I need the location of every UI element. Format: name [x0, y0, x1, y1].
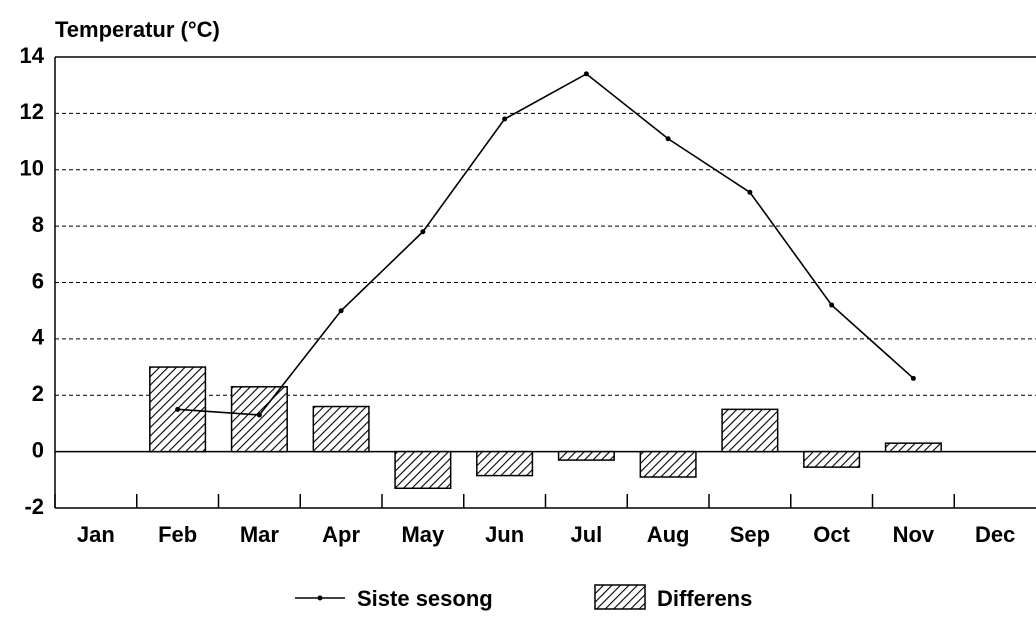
line-point: [665, 136, 671, 142]
y-tick-label: 10: [20, 156, 44, 181]
y-tick-label: 8: [32, 212, 44, 237]
legend-marker: [317, 595, 323, 601]
bar: [721, 408, 779, 453]
x-tick-label: Sep: [730, 522, 770, 547]
y-tick-label: 12: [20, 99, 44, 124]
legend-label: Differens: [657, 586, 752, 611]
line-point: [910, 375, 916, 381]
bar: [149, 366, 207, 453]
y-axis-title: Temperatur (°C): [55, 17, 220, 42]
line-point: [583, 71, 589, 77]
bar: [476, 450, 534, 477]
line-point: [420, 229, 426, 235]
x-tick-label: Oct: [813, 522, 850, 547]
bar: [312, 405, 370, 453]
x-tick-label: May: [401, 522, 445, 547]
y-tick-label: -2: [24, 494, 44, 519]
x-tick-label: Nov: [893, 522, 935, 547]
line-point: [175, 406, 181, 412]
line-point: [338, 308, 344, 314]
line-point: [256, 412, 262, 418]
legend-swatch: [594, 584, 646, 610]
x-tick-label: Dec: [975, 522, 1015, 547]
bar: [557, 450, 615, 461]
x-tick-label: Feb: [158, 522, 197, 547]
x-tick-label: Jun: [485, 522, 524, 547]
y-tick-label: 0: [32, 437, 44, 462]
bar: [884, 442, 942, 453]
y-tick-label: 4: [32, 325, 45, 350]
line-point: [747, 189, 753, 195]
x-tick-label: Jul: [570, 522, 602, 547]
bar: [803, 450, 861, 468]
y-tick-label: 2: [32, 381, 44, 406]
line: [177, 72, 914, 416]
y-tick-label: 14: [20, 43, 45, 68]
y-tick-label: 6: [32, 268, 44, 293]
bar: [394, 450, 452, 490]
x-tick-label: Apr: [322, 522, 360, 547]
x-tick-label: Mar: [240, 522, 280, 547]
line-point: [829, 302, 835, 308]
x-tick-label: Aug: [647, 522, 690, 547]
x-tick-label: Jan: [77, 522, 115, 547]
line-point: [502, 116, 508, 122]
legend-label: Siste sesong: [357, 586, 493, 611]
bar: [639, 450, 697, 478]
bar: [230, 386, 288, 453]
